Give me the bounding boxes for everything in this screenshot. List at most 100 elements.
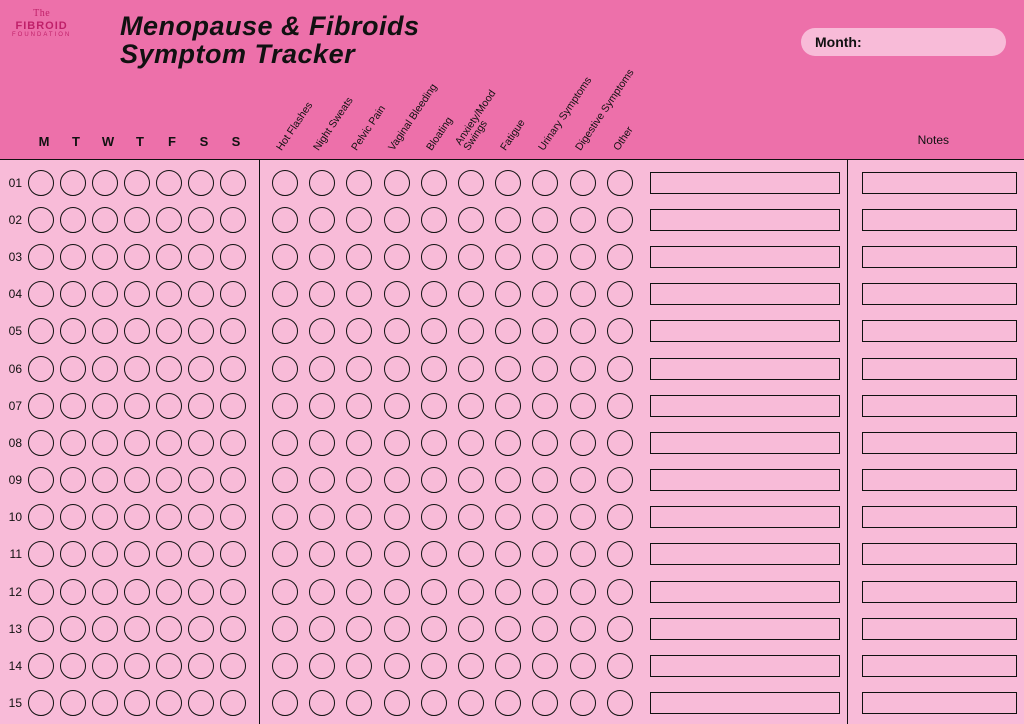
symptom-checkbox-circle[interactable]	[384, 616, 410, 642]
day-checkbox-circle[interactable]	[220, 207, 246, 233]
symptom-checkbox-circle[interactable]	[346, 690, 372, 716]
symptom-checkbox-circle[interactable]	[570, 244, 596, 270]
day-checkbox-circle[interactable]	[188, 170, 214, 196]
month-field[interactable]: Month:	[801, 28, 1006, 56]
notes-input-box[interactable]	[862, 358, 1017, 380]
symptom-checkbox-circle[interactable]	[309, 690, 335, 716]
day-checkbox-circle[interactable]	[220, 244, 246, 270]
day-checkbox-circle[interactable]	[156, 207, 182, 233]
day-checkbox-circle[interactable]	[28, 616, 54, 642]
symptom-checkbox-circle[interactable]	[458, 504, 484, 530]
other-input-box[interactable]	[650, 655, 840, 677]
symptom-checkbox-circle[interactable]	[421, 504, 447, 530]
notes-input-box[interactable]	[862, 320, 1017, 342]
day-checkbox-circle[interactable]	[188, 393, 214, 419]
symptom-checkbox-circle[interactable]	[346, 579, 372, 605]
symptom-checkbox-circle[interactable]	[570, 579, 596, 605]
day-checkbox-circle[interactable]	[156, 318, 182, 344]
symptom-checkbox-circle[interactable]	[272, 579, 298, 605]
day-checkbox-circle[interactable]	[124, 653, 150, 679]
symptom-checkbox-circle[interactable]	[607, 244, 633, 270]
symptom-checkbox-circle[interactable]	[384, 690, 410, 716]
symptom-checkbox-circle[interactable]	[607, 467, 633, 493]
day-checkbox-circle[interactable]	[124, 504, 150, 530]
symptom-checkbox-circle[interactable]	[532, 170, 558, 196]
symptom-checkbox-circle[interactable]	[458, 356, 484, 382]
day-checkbox-circle[interactable]	[92, 616, 118, 642]
day-checkbox-circle[interactable]	[28, 281, 54, 307]
day-checkbox-circle[interactable]	[28, 504, 54, 530]
symptom-checkbox-circle[interactable]	[532, 504, 558, 530]
day-checkbox-circle[interactable]	[28, 244, 54, 270]
symptom-checkbox-circle[interactable]	[421, 653, 447, 679]
symptom-checkbox-circle[interactable]	[458, 430, 484, 456]
symptom-checkbox-circle[interactable]	[570, 504, 596, 530]
symptom-checkbox-circle[interactable]	[607, 318, 633, 344]
symptom-checkbox-circle[interactable]	[272, 170, 298, 196]
symptom-checkbox-circle[interactable]	[458, 690, 484, 716]
other-input-box[interactable]	[650, 358, 840, 380]
day-checkbox-circle[interactable]	[188, 281, 214, 307]
symptom-checkbox-circle[interactable]	[495, 281, 521, 307]
symptom-checkbox-circle[interactable]	[421, 616, 447, 642]
day-checkbox-circle[interactable]	[60, 318, 86, 344]
day-checkbox-circle[interactable]	[60, 541, 86, 567]
day-checkbox-circle[interactable]	[60, 207, 86, 233]
notes-input-box[interactable]	[862, 581, 1017, 603]
day-checkbox-circle[interactable]	[92, 356, 118, 382]
day-checkbox-circle[interactable]	[92, 318, 118, 344]
symptom-checkbox-circle[interactable]	[458, 393, 484, 419]
other-input-box[interactable]	[650, 432, 840, 454]
symptom-checkbox-circle[interactable]	[532, 653, 558, 679]
symptom-checkbox-circle[interactable]	[346, 244, 372, 270]
day-checkbox-circle[interactable]	[124, 207, 150, 233]
symptom-checkbox-circle[interactable]	[272, 504, 298, 530]
day-checkbox-circle[interactable]	[156, 244, 182, 270]
day-checkbox-circle[interactable]	[60, 616, 86, 642]
symptom-checkbox-circle[interactable]	[309, 579, 335, 605]
symptom-checkbox-circle[interactable]	[384, 541, 410, 567]
symptom-checkbox-circle[interactable]	[570, 541, 596, 567]
symptom-checkbox-circle[interactable]	[272, 467, 298, 493]
symptom-checkbox-circle[interactable]	[384, 318, 410, 344]
symptom-checkbox-circle[interactable]	[570, 653, 596, 679]
day-checkbox-circle[interactable]	[124, 616, 150, 642]
symptom-checkbox-circle[interactable]	[346, 318, 372, 344]
day-checkbox-circle[interactable]	[124, 579, 150, 605]
symptom-checkbox-circle[interactable]	[346, 616, 372, 642]
symptom-checkbox-circle[interactable]	[421, 207, 447, 233]
day-checkbox-circle[interactable]	[92, 467, 118, 493]
symptom-checkbox-circle[interactable]	[532, 281, 558, 307]
day-checkbox-circle[interactable]	[92, 244, 118, 270]
symptom-checkbox-circle[interactable]	[495, 430, 521, 456]
symptom-checkbox-circle[interactable]	[570, 281, 596, 307]
notes-input-box[interactable]	[862, 506, 1017, 528]
day-checkbox-circle[interactable]	[92, 504, 118, 530]
notes-input-box[interactable]	[862, 543, 1017, 565]
day-checkbox-circle[interactable]	[156, 281, 182, 307]
day-checkbox-circle[interactable]	[188, 207, 214, 233]
symptom-checkbox-circle[interactable]	[495, 244, 521, 270]
symptom-checkbox-circle[interactable]	[272, 244, 298, 270]
symptom-checkbox-circle[interactable]	[309, 467, 335, 493]
symptom-checkbox-circle[interactable]	[495, 467, 521, 493]
symptom-checkbox-circle[interactable]	[309, 616, 335, 642]
other-input-box[interactable]	[650, 172, 840, 194]
symptom-checkbox-circle[interactable]	[607, 541, 633, 567]
day-checkbox-circle[interactable]	[92, 207, 118, 233]
symptom-checkbox-circle[interactable]	[458, 207, 484, 233]
symptom-checkbox-circle[interactable]	[272, 430, 298, 456]
symptom-checkbox-circle[interactable]	[272, 616, 298, 642]
day-checkbox-circle[interactable]	[124, 281, 150, 307]
day-checkbox-circle[interactable]	[60, 504, 86, 530]
notes-input-box[interactable]	[862, 246, 1017, 268]
day-checkbox-circle[interactable]	[28, 579, 54, 605]
day-checkbox-circle[interactable]	[124, 430, 150, 456]
symptom-checkbox-circle[interactable]	[272, 356, 298, 382]
day-checkbox-circle[interactable]	[92, 579, 118, 605]
day-checkbox-circle[interactable]	[60, 690, 86, 716]
symptom-checkbox-circle[interactable]	[607, 504, 633, 530]
day-checkbox-circle[interactable]	[220, 504, 246, 530]
symptom-checkbox-circle[interactable]	[309, 281, 335, 307]
symptom-checkbox-circle[interactable]	[532, 207, 558, 233]
